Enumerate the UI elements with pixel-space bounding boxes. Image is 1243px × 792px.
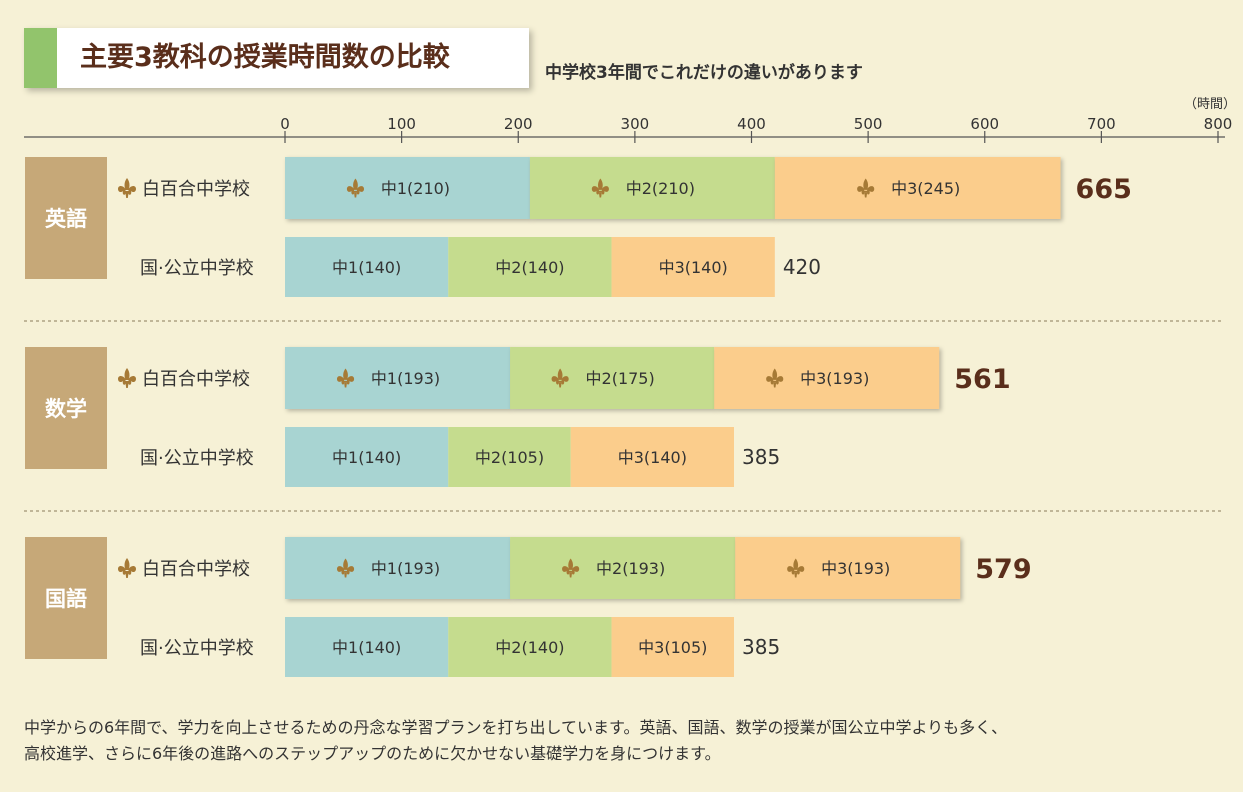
bar-segment-label: 中1(140) — [332, 448, 401, 467]
title-accent — [24, 28, 57, 88]
bar-total-label: 385 — [742, 635, 780, 659]
x-tick-label: 600 — [970, 115, 999, 133]
school-label: 白百合中学校 — [142, 369, 250, 390]
bar-segment — [529, 157, 775, 219]
bar-segment — [285, 237, 449, 297]
title-box: 主要3教科の授業時間数の比較 — [24, 28, 529, 88]
school-label: 国·公立中学校 — [140, 638, 254, 659]
x-tick-label: 500 — [854, 115, 883, 133]
lily-emblem-icon — [336, 558, 355, 578]
bar-segment-label: 中2(175) — [586, 369, 655, 388]
lily-emblem-icon — [766, 368, 784, 388]
bar-segment-label: 中2(193) — [596, 559, 665, 578]
bar-segment — [285, 617, 449, 677]
x-tick-label: 300 — [621, 115, 650, 133]
subject-label: 数学 — [45, 397, 87, 421]
bar-segment — [448, 237, 612, 297]
bar-segment — [714, 347, 940, 409]
x-tick-label: 700 — [1087, 115, 1116, 133]
bar-total-label: 561 — [954, 364, 1010, 395]
subject-box — [25, 347, 107, 469]
footer-text: 中学からの6年間で、学力を向上させるための丹念な学習プランを打ち出しています。英… — [24, 715, 1224, 767]
bar-total-label: 579 — [975, 554, 1031, 585]
lily-emblem-icon — [551, 368, 569, 388]
bar-segment — [735, 537, 961, 599]
footer-line-2: 高校進学、さらに6年後の進路へのステップアップのために欠かせない基礎学力を身につ… — [24, 744, 721, 763]
bar-segment-label: 中2(140) — [495, 638, 564, 657]
bar-segment-label: 中2(105) — [475, 448, 544, 467]
bar-segment-label: 中1(193) — [371, 369, 440, 388]
bar-segment-label: 中2(210) — [626, 179, 695, 198]
subtitle: 中学校3年間でこれだけの違いがあります — [545, 63, 863, 83]
subject-label: 国語 — [45, 587, 87, 611]
bar-total-label: 420 — [783, 255, 821, 279]
bar-total-label: 665 — [1076, 174, 1132, 205]
bar-segment-label: 中1(140) — [332, 638, 401, 657]
school-label: 白百合中学校 — [142, 559, 250, 580]
bar-segment — [570, 427, 735, 487]
bar-segment — [611, 617, 735, 677]
lily-emblem-icon — [857, 178, 875, 198]
x-tick-label: 100 — [387, 115, 416, 133]
subject-box — [25, 537, 107, 659]
lily-emblem-icon — [787, 558, 805, 578]
bar-segment-label: 中3(245) — [891, 179, 960, 198]
bar-segment — [285, 157, 530, 219]
bar-segment — [285, 427, 449, 487]
bar-segment — [285, 537, 511, 599]
axis-unit-label: （時間） — [1184, 97, 1236, 112]
subject-box — [25, 157, 107, 279]
bar-segment — [510, 347, 715, 409]
lily-emblem-icon — [591, 178, 609, 198]
x-tick-label: 0 — [280, 115, 290, 133]
bar-segment-label: 中3(193) — [821, 559, 890, 578]
bar-segment-label: 中3(193) — [800, 369, 869, 388]
bar-segment-label: 中1(193) — [371, 559, 440, 578]
bar-segment — [285, 347, 511, 409]
x-tick-label: 800 — [1204, 115, 1233, 133]
lily-emblem-icon — [336, 368, 355, 388]
lily-emblem-icon — [562, 558, 580, 578]
bar-total-label: 385 — [742, 445, 780, 469]
x-tick-label: 400 — [737, 115, 766, 133]
bar-segment-label: 中2(140) — [495, 258, 564, 277]
school-label: 白百合中学校 — [142, 179, 250, 200]
school-label: 国·公立中学校 — [140, 448, 254, 469]
lily-emblem-icon — [118, 178, 136, 198]
page-title: 主要3教科の授業時間数の比較 — [80, 42, 450, 73]
bar-segment — [448, 617, 612, 677]
lily-emblem-icon — [118, 558, 136, 578]
bar-segment — [448, 427, 571, 487]
bar-segment — [611, 237, 775, 297]
bar-segment-label: 中3(140) — [659, 258, 728, 277]
lily-emblem-icon — [346, 178, 365, 198]
school-label: 国·公立中学校 — [140, 258, 254, 279]
bar-segment — [510, 537, 736, 599]
bar-segment-label: 中3(140) — [618, 448, 687, 467]
bar-segment — [774, 157, 1061, 219]
lily-emblem-icon — [118, 368, 136, 388]
x-tick-label: 200 — [504, 115, 533, 133]
footer-line-1: 中学からの6年間で、学力を向上させるための丹念な学習プランを打ち出しています。英… — [24, 718, 1008, 737]
bar-segment-label: 中3(105) — [638, 638, 707, 657]
subject-label: 英語 — [45, 207, 87, 231]
bar-segment-label: 中1(210) — [381, 179, 450, 198]
bar-segment-label: 中1(140) — [332, 258, 401, 277]
